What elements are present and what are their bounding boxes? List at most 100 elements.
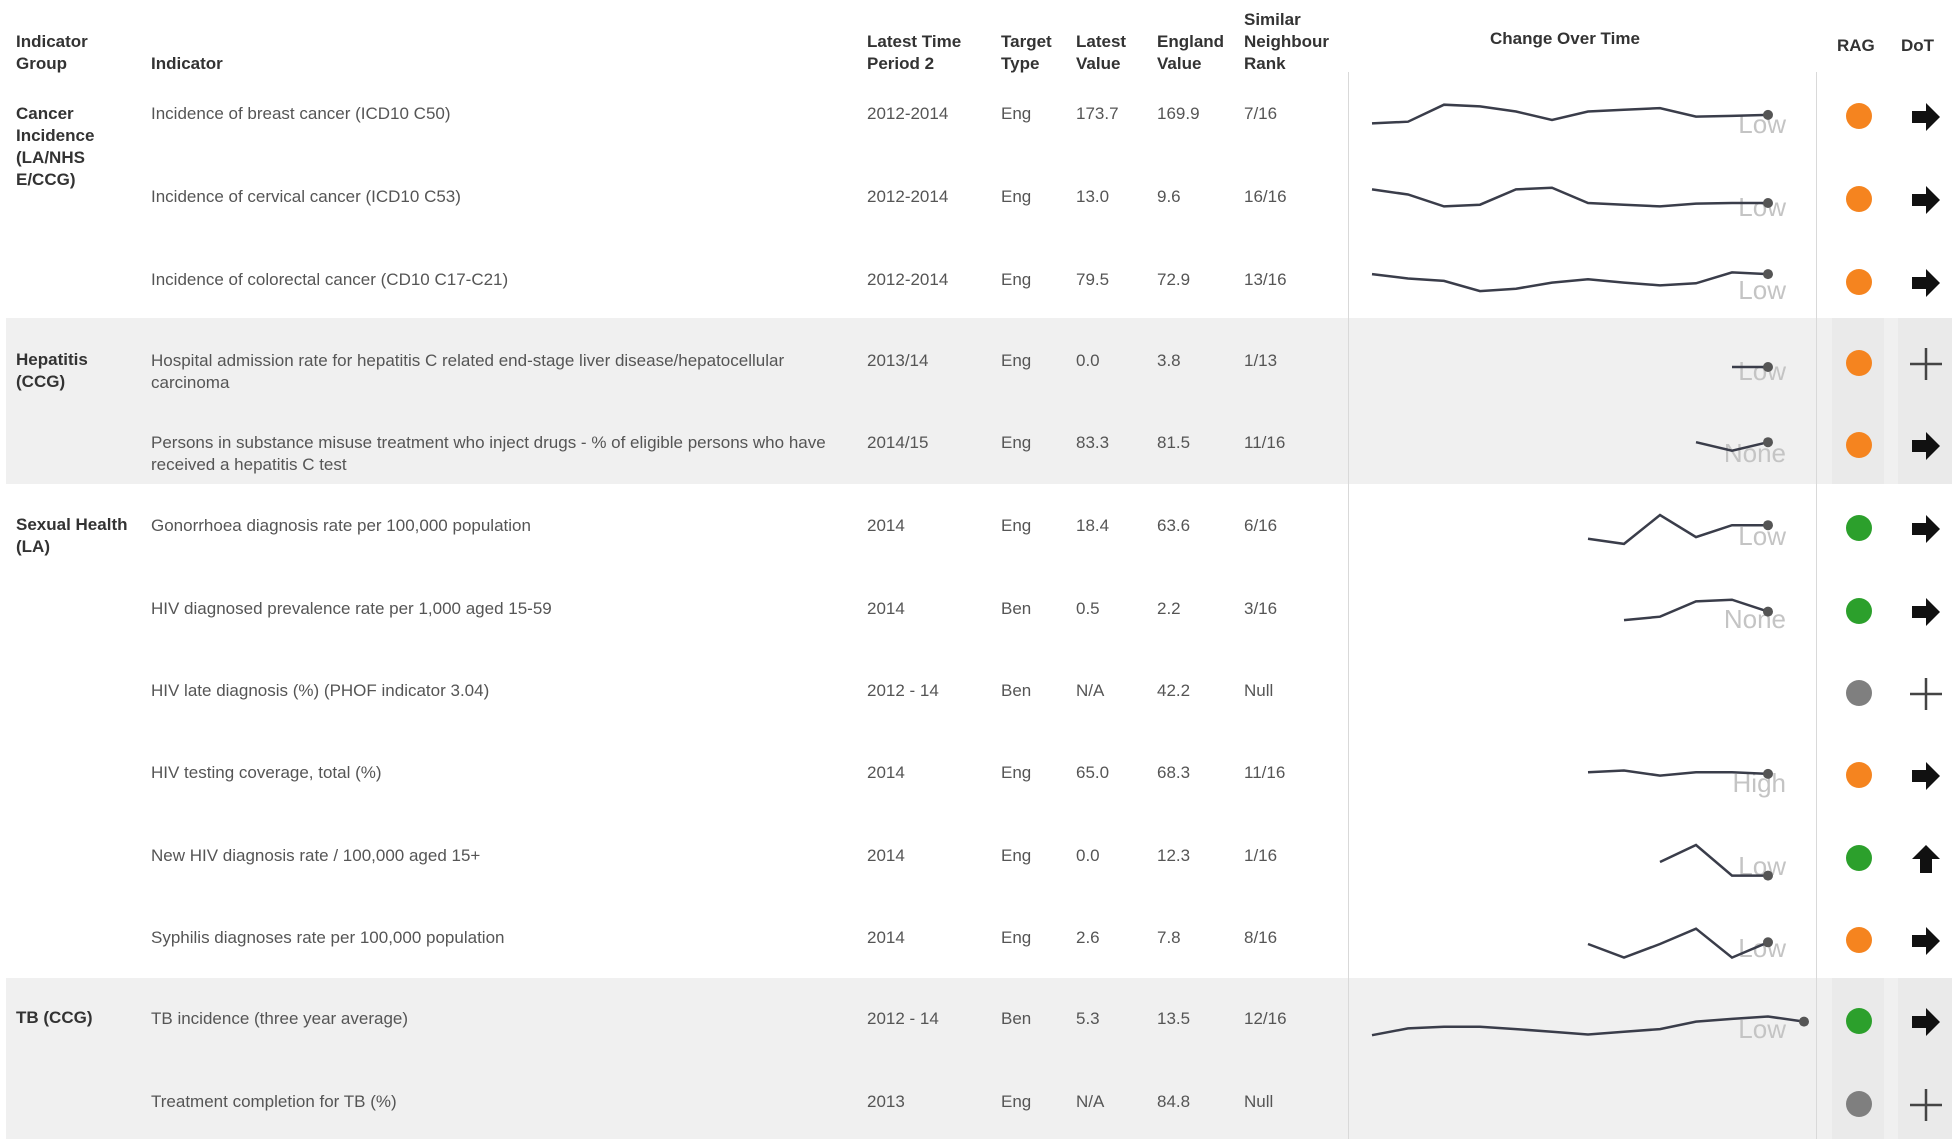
sparkline-series: [1659, 843, 1768, 877]
target-type: Ben: [1001, 599, 1032, 618]
similar-neighbour-rank: 16/16: [1244, 187, 1287, 206]
rag-status-orange: [1846, 350, 1872, 376]
rag-status-green: [1846, 515, 1872, 541]
england-value: 42.2: [1157, 681, 1191, 700]
target-type: Eng: [1001, 187, 1032, 206]
indicator-name: Incidence of breast cancer (ICD10 C50): [151, 104, 451, 123]
indicator-name: HIV late diagnosis (%) (PHOF indicator 3…: [151, 681, 490, 700]
group-label-hepatitis: Hepatitis (CCG): [16, 350, 88, 391]
latest-time-period: 2014: [867, 516, 905, 535]
header-latest-time-period: Latest Time Period 2: [867, 32, 962, 73]
dot-strip-hepatitis: [1898, 318, 1952, 484]
latest-time-period: 2014: [867, 763, 905, 782]
similar-neighbour-rank: Null: [1244, 681, 1274, 700]
latest-time-period: 2012-2014: [867, 104, 949, 123]
rag-status-orange: [1846, 103, 1872, 129]
arrow-right-icon: [1906, 509, 1946, 549]
rag-status-orange: [1846, 432, 1872, 458]
latest-time-period: 2012 - 14: [867, 681, 939, 700]
arrow-up-icon: [1906, 839, 1946, 879]
trend-label: Low: [1738, 109, 1786, 139]
rag-status-green: [1846, 598, 1872, 624]
target-type: Eng: [1001, 104, 1032, 123]
england-value: 63.6: [1157, 516, 1191, 535]
latest-time-period: 2014: [867, 928, 905, 947]
arrow-right-icon: [1906, 1002, 1946, 1042]
target-type: Ben: [1001, 1009, 1032, 1028]
header-change-over-time: Change Over Time: [1490, 29, 1640, 48]
indicator-name: New HIV diagnosis rate / 100,000 aged 15…: [151, 846, 481, 865]
header-dot: DoT: [1901, 36, 1935, 55]
arrow-right-icon: [1906, 921, 1946, 961]
latest-value: 0.0: [1076, 846, 1100, 865]
latest-value: 0.5: [1076, 599, 1100, 618]
sparkline-end-point: [1763, 269, 1773, 280]
latest-value: N/A: [1076, 1092, 1105, 1111]
latest-time-period: 2013: [867, 1092, 905, 1111]
target-type: Eng: [1001, 928, 1032, 947]
sparkline-end-point: [1763, 520, 1773, 531]
latest-value: N/A: [1076, 681, 1105, 700]
trend-label: Low: [1738, 356, 1786, 386]
rag-strip-hepatitis: [1832, 318, 1884, 484]
similar-neighbour-rank: 11/16: [1244, 433, 1286, 452]
england-value: 84.8: [1157, 1092, 1191, 1111]
rag-status-green: [1846, 845, 1872, 871]
arrow-right-icon: [1906, 592, 1946, 632]
sparkline-end-point: [1763, 870, 1773, 881]
rag-status-grey: [1846, 680, 1872, 706]
divider-change-over-time-right: [1816, 72, 1817, 1139]
target-type: Eng: [1001, 846, 1032, 865]
latest-time-period: 2013/14: [867, 351, 929, 370]
england-value: 68.3: [1157, 763, 1191, 782]
header-rag: RAG: [1837, 36, 1875, 55]
arrow-right-icon: [1906, 180, 1946, 220]
similar-neighbour-rank: 3/16: [1244, 599, 1278, 618]
sparkline-series: [1623, 598, 1769, 622]
sparkline-series: [1371, 103, 1769, 125]
latest-value: 13.0: [1076, 187, 1110, 206]
latest-time-period: 2012-2014: [867, 187, 949, 206]
divider-change-over-time-left: [1348, 72, 1349, 1139]
sparkline-series: [1587, 513, 1768, 546]
sparkline-series: [1695, 440, 1769, 452]
england-value: 9.6: [1157, 187, 1181, 206]
similar-neighbour-rank: 12/16: [1244, 1009, 1287, 1028]
plus-icon: [1906, 344, 1946, 384]
sparkline-end-point: [1763, 198, 1773, 208]
plus-icon: [1906, 674, 1946, 714]
sparkline-end-point: [1763, 437, 1773, 448]
similar-neighbour-rank: 11/16: [1244, 763, 1286, 782]
trend-label: Low: [1738, 192, 1786, 222]
group-label-cancer: Cancer Incidence (LA/NHS E/CCG): [16, 104, 95, 189]
england-value: 7.8: [1157, 928, 1181, 947]
rag-status-green: [1846, 1008, 1872, 1034]
group-band-hepatitis: [6, 318, 1952, 484]
latest-time-period: 2014: [867, 846, 905, 865]
latest-time-period: 2014: [867, 599, 905, 618]
sparkline-end-point: [1763, 109, 1773, 120]
header-indicator: Indicator: [151, 54, 223, 73]
latest-value: 5.3: [1076, 1009, 1100, 1028]
indicator-name: Persons in substance misuse treatment wh…: [151, 433, 826, 474]
latest-value: 18.4: [1076, 516, 1110, 535]
sparkline-series: [1371, 186, 1768, 208]
sparkline-series: [1371, 271, 1769, 293]
sparkline-end-point: [1763, 362, 1773, 372]
england-value: 81.5: [1157, 433, 1191, 452]
sparkline-end-point: [1763, 768, 1773, 779]
england-value: 3.8: [1157, 351, 1181, 370]
latest-value: 79.5: [1076, 270, 1110, 289]
target-type: Ben: [1001, 681, 1032, 700]
sparkline-series: [1587, 769, 1769, 777]
rag-status-orange: [1846, 269, 1872, 295]
latest-value: 2.6: [1076, 928, 1100, 947]
group-label-tb: TB (CCG): [16, 1008, 93, 1027]
target-type: Eng: [1001, 351, 1032, 370]
rag-status-orange: [1846, 762, 1872, 788]
similar-neighbour-rank: 7/16: [1244, 104, 1278, 123]
group-label-sexual-health: Sexual Health (LA): [16, 515, 128, 556]
latest-value: 0.0: [1076, 351, 1100, 370]
indicator-name: Gonorrhoea diagnosis rate per 100,000 po…: [151, 516, 531, 535]
